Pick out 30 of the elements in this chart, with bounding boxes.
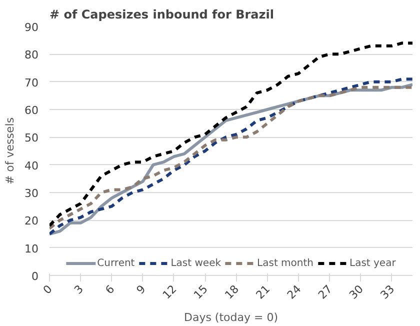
y-tick-label: 0 xyxy=(32,270,38,283)
x-tick-label: 18 xyxy=(222,282,242,302)
x-tick-label: 33 xyxy=(378,282,398,302)
y-tick-label: 50 xyxy=(24,132,39,145)
x-axis-title: Days (today = 0) xyxy=(184,310,278,324)
x-tick-label: 30 xyxy=(346,282,366,302)
legend-label: Last year xyxy=(350,258,396,268)
y-axis-title: # of vessels xyxy=(4,117,17,185)
y-tick-label: 70 xyxy=(24,76,39,90)
legend-label: Last week xyxy=(170,258,222,268)
x-tick-label: 9 xyxy=(134,282,148,297)
y-tick-label: 90 xyxy=(24,21,39,34)
chart-title: # of Capesizes inbound for Brazil xyxy=(50,8,274,22)
x-tick-label: 21 xyxy=(254,282,273,302)
x-tick-label: 15 xyxy=(191,282,210,302)
y-tick-label: 30 xyxy=(24,187,39,200)
y-tick-label: 40 xyxy=(24,159,39,172)
x-tick-label: 6 xyxy=(102,282,118,297)
x-tick-label: 3 xyxy=(72,282,86,297)
y-tick-label: 60 xyxy=(24,104,39,117)
x-tick-label: 0 xyxy=(40,282,55,297)
y-tick-label: 20 xyxy=(24,214,39,228)
legend-label: Last month xyxy=(257,258,314,268)
line-series xyxy=(50,42,412,228)
x-tick-label: 24 xyxy=(284,282,304,302)
y-tick-label: 80 xyxy=(24,48,39,62)
y-tick-label: 10 xyxy=(24,242,39,256)
legend-label: Current xyxy=(97,258,135,268)
x-tick-label: 12 xyxy=(160,282,180,302)
x-tick-label: 27 xyxy=(316,282,335,302)
